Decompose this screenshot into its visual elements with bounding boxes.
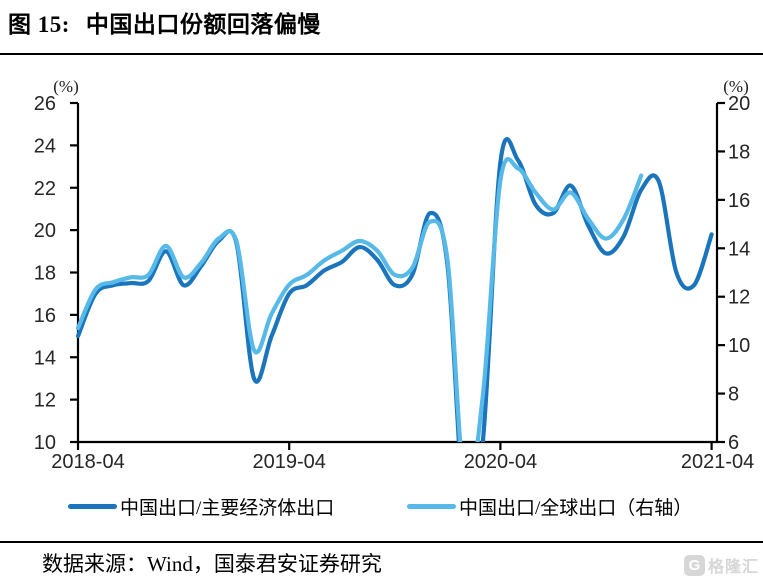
legend-swatch-dark-line bbox=[68, 503, 117, 509]
figure-title: 图 15: 中国出口份额回落偏慢 bbox=[8, 5, 321, 39]
x-axis-tick-label: 2018-04 bbox=[51, 451, 124, 473]
y-axis-left-tick-label: 10 bbox=[34, 432, 56, 454]
legend-label-china-global: 中国出口/全球出口（右轴） bbox=[459, 497, 693, 519]
figure-number-label: 图 15: bbox=[8, 12, 70, 37]
legend-label-china-major: 中国出口/主要经济体出口 bbox=[120, 497, 335, 519]
gelonghui-watermark: G 格隆汇 bbox=[684, 553, 759, 577]
right-axis-unit-label: (%) bbox=[723, 77, 748, 96]
y-axis-left-tick-label: 20 bbox=[34, 220, 56, 242]
gelonghui-logo-icon: G bbox=[684, 554, 705, 576]
y-axis-right-tick-label: 12 bbox=[728, 287, 750, 309]
y-axis-left-tick-label: 12 bbox=[34, 390, 56, 412]
legend-swatch-light-line bbox=[407, 503, 456, 509]
y-axis-left-tick-label: 14 bbox=[34, 347, 56, 369]
y-axis-left-tick-label: 24 bbox=[34, 135, 56, 157]
x-axis-tick-label: 2019-04 bbox=[252, 451, 325, 473]
series-line-china-major-economies bbox=[76, 137, 714, 442]
left-axis-unit-label: (%) bbox=[53, 77, 78, 96]
legend-item-china-major: 中国出口/主要经济体出口 bbox=[68, 493, 334, 519]
title-divider-line bbox=[0, 53, 763, 55]
y-axis-right-tick-label: 10 bbox=[728, 335, 750, 357]
y-axis-right-tick-label: 6 bbox=[728, 432, 739, 454]
y-axis-left-tick-label: 26 bbox=[34, 93, 56, 115]
x-axis-tick-label: 2021-04 bbox=[681, 451, 754, 473]
legend-item-china-global: 中国出口/全球出口（右轴） bbox=[407, 493, 692, 519]
x-axis-tick-label: 2020-04 bbox=[464, 451, 537, 473]
y-axis-right-tick-label: 18 bbox=[728, 141, 750, 163]
figure-title-text: 中国出口份额回落偏慢 bbox=[85, 12, 321, 37]
y-axis-left-tick-label: 16 bbox=[34, 305, 56, 327]
y-axis-left-tick-label: 18 bbox=[34, 263, 56, 285]
y-axis-right-tick-label: 8 bbox=[728, 384, 739, 406]
y-axis-right-tick-label: 16 bbox=[728, 190, 750, 212]
chart-canvas: 26 24 22 20 18 16 14 12 10 20 18 16 14 12 10 8 6 2018-04 2… bbox=[34, 77, 755, 473]
y-axis-left-tick-label: 22 bbox=[34, 178, 56, 200]
footer-divider-line bbox=[0, 541, 763, 543]
y-axis-right-tick-label: 20 bbox=[728, 93, 750, 115]
data-source-text: 数据来源：Wind，国泰君安证券研究 bbox=[42, 552, 382, 576]
gelonghui-logo-text: 格隆汇 bbox=[708, 559, 760, 576]
series-line-china-global-right-axis bbox=[76, 157, 644, 442]
y-axis-right-tick-label: 14 bbox=[728, 238, 750, 260]
